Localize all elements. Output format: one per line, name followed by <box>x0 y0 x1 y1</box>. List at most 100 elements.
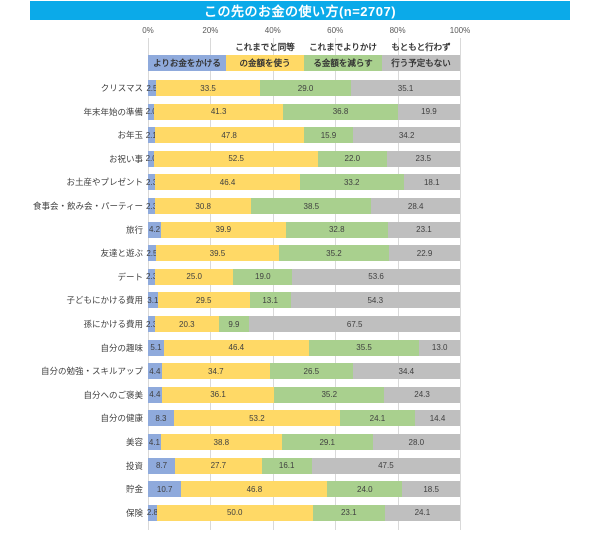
bar-segment-green: 24.0 <box>327 481 403 498</box>
bar-segment-gray: 13.0 <box>419 339 460 356</box>
bar-segment-gray: 14.4 <box>415 410 460 427</box>
value-label: 3.1 <box>147 295 159 305</box>
bar-segment-green: 13.1 <box>249 292 291 309</box>
bar-segment-green: 24.1 <box>339 410 416 427</box>
bar-segment-yellow: 36.1 <box>161 386 275 403</box>
value-label: 14.4 <box>429 413 446 423</box>
bar-segment-gray: 24.1 <box>384 504 460 521</box>
bar-segment-blue: 2.5 <box>146 80 157 96</box>
bar-segment-gray: 18.5 <box>402 481 460 498</box>
bar-segment-blue: 8.7 <box>148 457 176 474</box>
category-label: 自分の健康 <box>100 413 143 424</box>
bar-segment-yellow: 29.5 <box>157 292 250 309</box>
bar-segment-gray: 23.1 <box>387 221 460 238</box>
bar-segment-yellow: 27.7 <box>175 457 262 474</box>
value-label: 34.2 <box>398 130 415 140</box>
value-label: 2.0 <box>145 154 157 164</box>
value-label: 24.1 <box>414 508 431 518</box>
bar-segment-green: 22.0 <box>318 150 387 167</box>
category-label: 自分へのご褒美 <box>83 389 143 400</box>
bar-segment-yellow: 53.2 <box>173 410 340 427</box>
bar-segment-yellow: 39.9 <box>161 221 286 238</box>
category-label: 自分の勉強・スキルアップ <box>40 366 143 377</box>
bar-segment-gray: 35.1 <box>350 80 461 96</box>
value-label: 36.1 <box>210 390 226 400</box>
bar-segment-green: 33.2 <box>299 174 404 191</box>
bar-segment-yellow: 38.8 <box>160 434 282 450</box>
bar-segment-green: 38.5 <box>251 198 372 214</box>
value-label: 2.0 <box>145 107 157 117</box>
bar-segment-green: 16.1 <box>261 457 312 474</box>
legend-swatch: る金額を減らす <box>304 55 382 71</box>
legend-label-top: もともと行わず <box>391 42 451 52</box>
value-label: 53.2 <box>249 413 265 423</box>
category-label: お土産やプレゼント <box>66 177 143 188</box>
value-label: 9.9 <box>228 319 240 329</box>
value-label: 47.8 <box>221 130 237 140</box>
value-label: 18.1 <box>423 177 440 187</box>
value-label: 39.5 <box>209 248 226 258</box>
value-label: 24.3 <box>414 390 430 400</box>
value-label: 8.7 <box>156 461 168 471</box>
category-label: 子どもにかける費用 <box>66 295 143 306</box>
bar-segment-blue: 2.3 <box>146 316 157 332</box>
bar-segment-green: 9.9 <box>218 316 250 332</box>
category-label: 年末年始の準備 <box>83 106 143 117</box>
category-label: 貯金 <box>125 484 143 495</box>
bar-segment-gray: 67.5 <box>249 316 460 332</box>
bar-segment-gray: 28.0 <box>372 434 460 450</box>
value-label: 4.4 <box>149 366 161 376</box>
value-label: 67.5 <box>346 319 363 329</box>
legend-item-blue: よりお金をかける <box>148 55 226 71</box>
bar-segment-gray: 22.9 <box>388 245 461 262</box>
value-label: 2.1 <box>145 130 157 140</box>
value-label: 53.6 <box>368 272 384 282</box>
bar-segment-blue: 3.1 <box>147 292 159 309</box>
bar-segment-green: 23.1 <box>312 504 385 521</box>
bar-segment-green: 15.9 <box>303 127 354 144</box>
value-label: 22.9 <box>416 248 433 258</box>
value-label: 46.8 <box>246 484 263 494</box>
category-label: デート <box>117 271 143 282</box>
category-label: クリスマス <box>100 83 143 93</box>
bar-segment-green: 35.2 <box>274 386 385 403</box>
x-tick-label: 0% <box>142 26 154 35</box>
legend-label-top: これまでと同等 <box>235 42 295 52</box>
value-label: 35.2 <box>321 390 338 400</box>
value-label: 5.1 <box>150 343 162 353</box>
value-label: 46.4 <box>219 177 236 187</box>
value-label: 34.7 <box>208 366 224 376</box>
bar-segment-green: 29.0 <box>260 80 351 96</box>
value-label: 33.2 <box>343 177 360 187</box>
value-label: 41.3 <box>210 107 227 117</box>
x-tick-label: 100% <box>449 26 471 35</box>
value-label: 2.5 <box>146 248 158 258</box>
bar-segment-yellow: 47.8 <box>154 127 304 144</box>
bar-segment-blue: 8.3 <box>148 410 174 427</box>
value-label: 29.1 <box>319 437 336 447</box>
bar-segment-gray: 23.5 <box>386 150 460 167</box>
legend-item-yellow: これまでと同等 の金額を使う <box>226 42 304 71</box>
bar-segment-blue: 4.4 <box>148 386 162 403</box>
value-label: 4.1 <box>148 437 160 447</box>
bar-segment-blue: 2.3 <box>146 198 157 214</box>
value-label: 10.7 <box>156 484 173 494</box>
value-label: 2.3 <box>146 272 158 282</box>
bar-segment-yellow: 41.3 <box>154 103 284 120</box>
bar-segment-gray: 19.9 <box>397 103 460 120</box>
bar-segment-yellow: 33.5 <box>155 80 261 96</box>
bar-segment-gray: 24.3 <box>384 386 460 403</box>
bar-segment-blue: 4.1 <box>148 434 161 450</box>
legend-swatch: 行う予定もない <box>382 55 460 71</box>
value-label: 4.2 <box>148 225 161 235</box>
value-label: 54.3 <box>367 295 384 305</box>
category-label: 食事会・飲み会・パーティー <box>33 201 143 211</box>
value-label: 35.1 <box>397 83 414 93</box>
legend-item-gray: もともと行わず行う予定もない <box>382 42 460 71</box>
bar-segment-gray: 28.4 <box>371 198 460 214</box>
bar-segment-yellow: 46.8 <box>181 481 328 498</box>
bar-segment-blue: 2.1 <box>145 127 157 144</box>
value-label: 18.5 <box>423 484 439 494</box>
value-label: 19.9 <box>421 107 437 117</box>
x-tick-label: 80% <box>389 26 406 35</box>
